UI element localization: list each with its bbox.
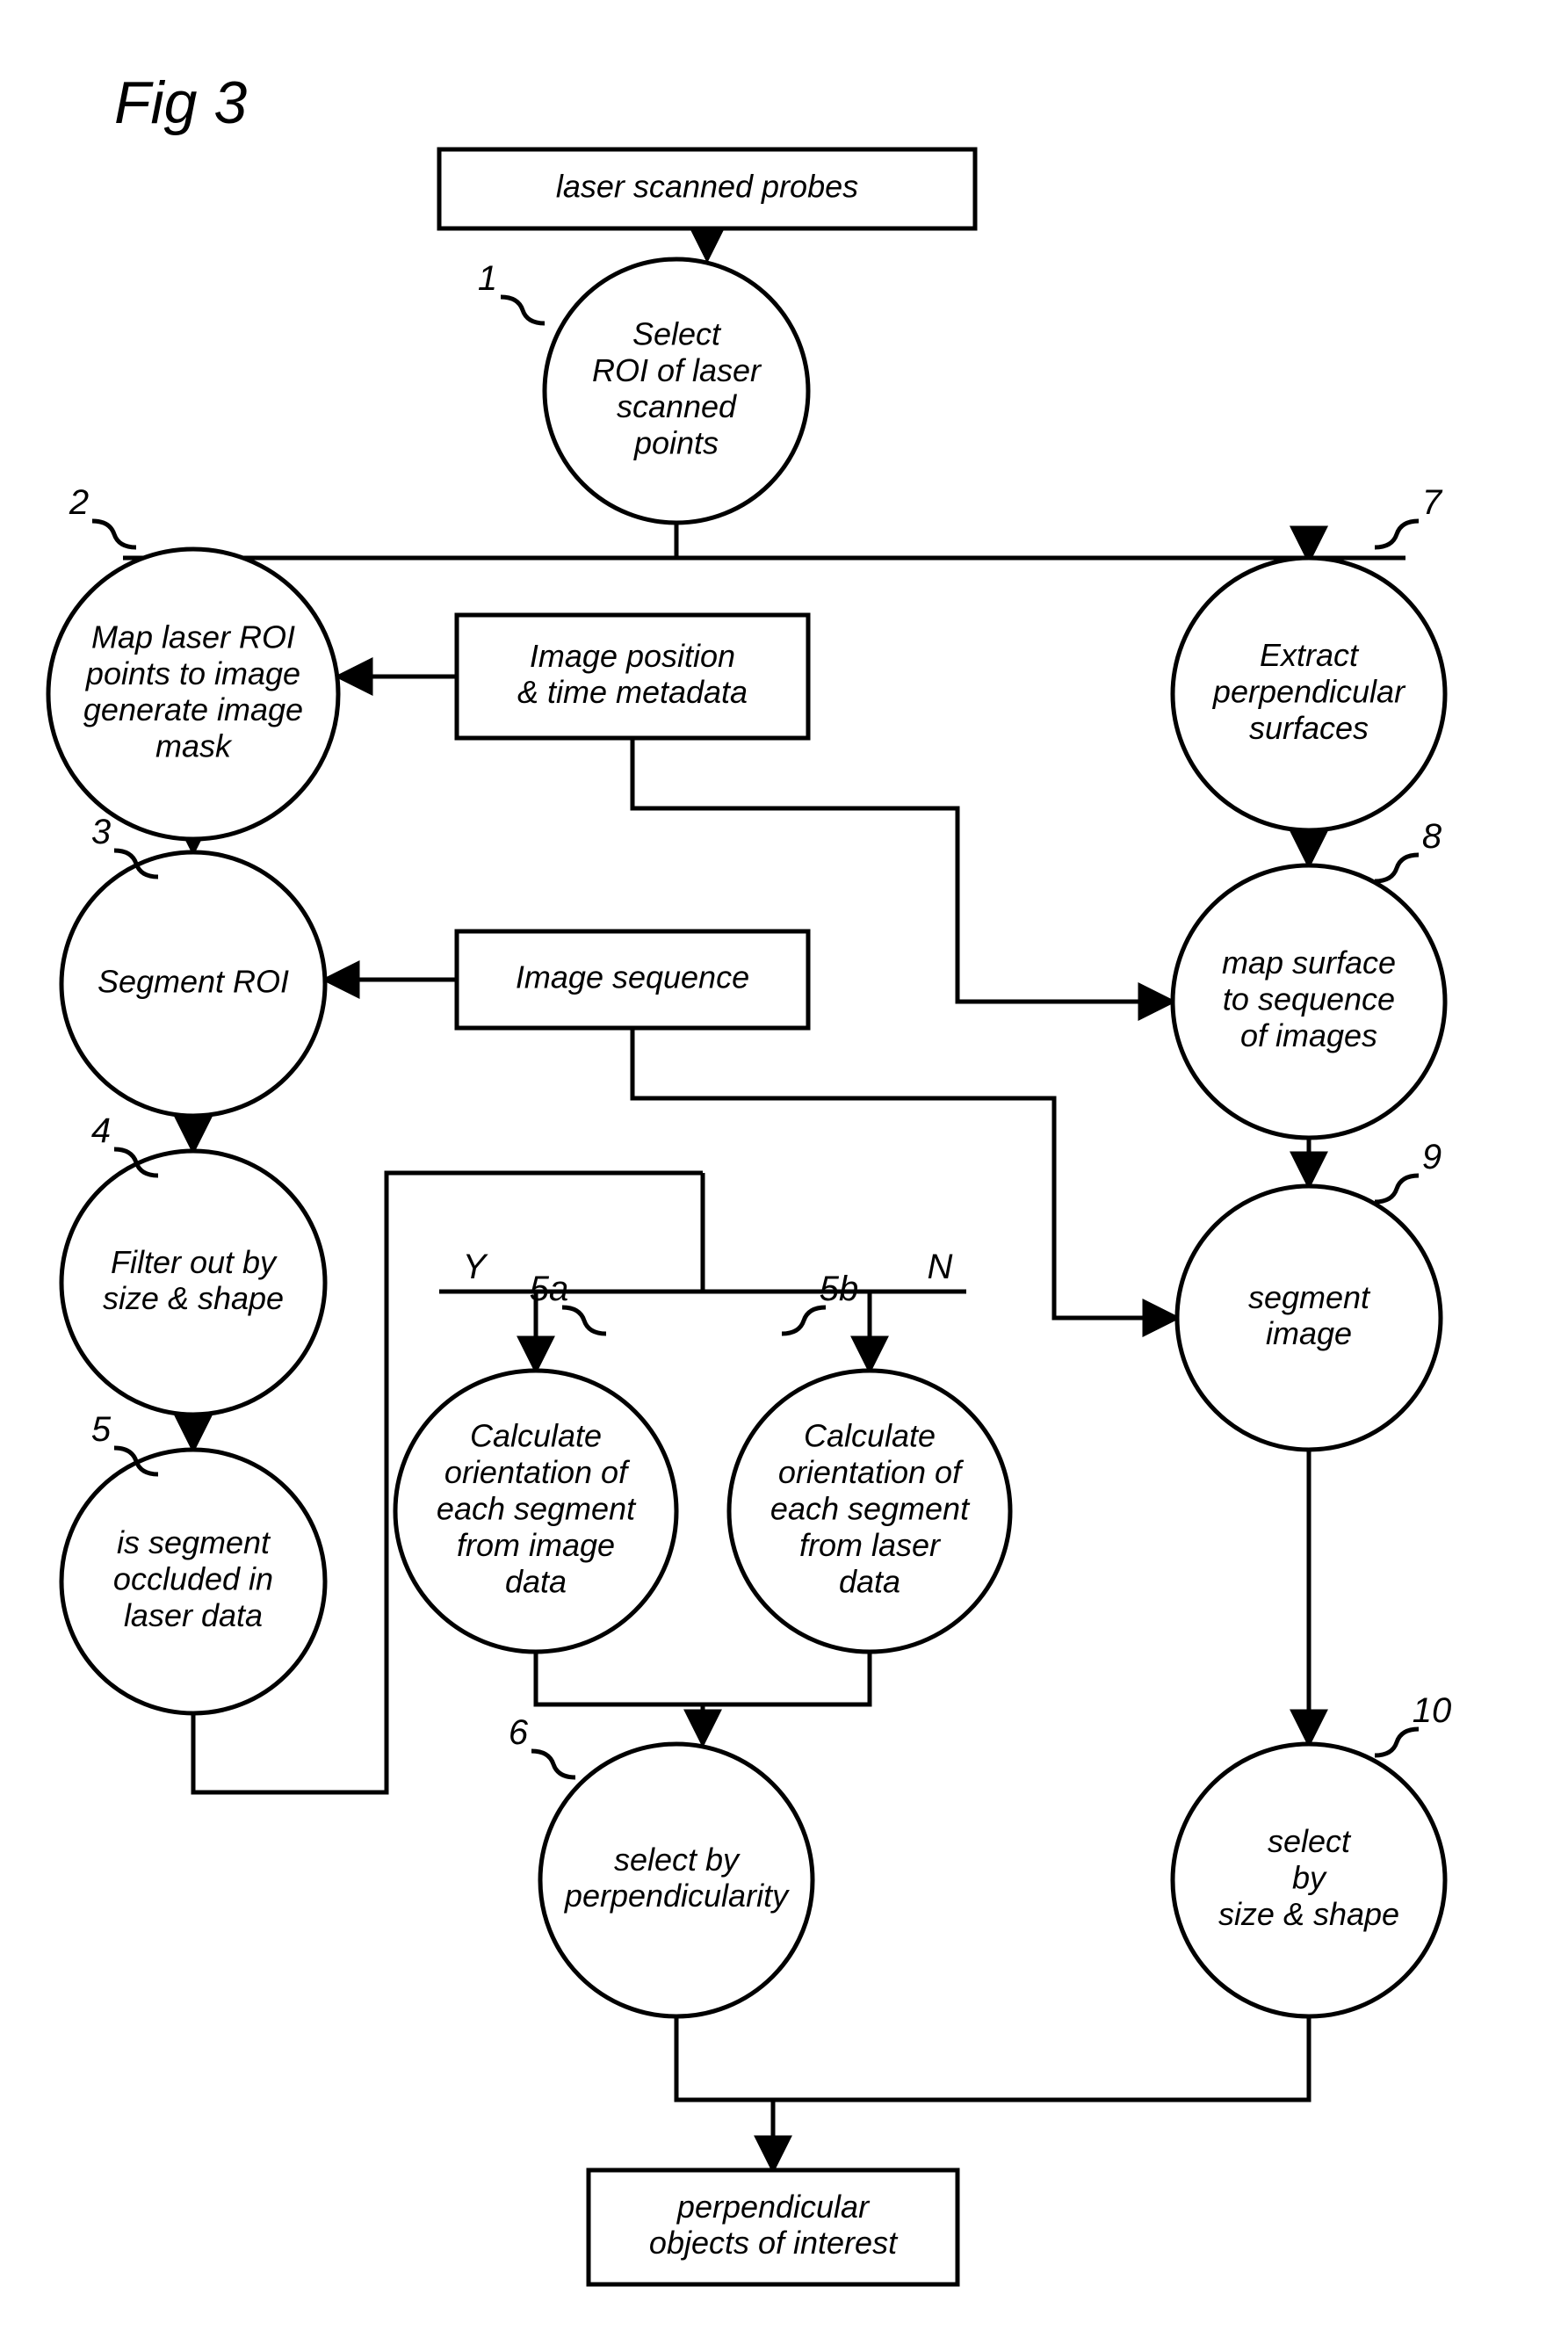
step-label-l9: 9 (1422, 1138, 1442, 1176)
svg-text:perpendicularity: perpendicularity (564, 1878, 790, 1914)
step-label-l2: 2 (69, 483, 89, 522)
svg-text:by: by (1292, 1860, 1327, 1896)
svg-text:each segment: each segment (770, 1491, 971, 1527)
svg-text:orientation of: orientation of (778, 1454, 965, 1490)
svg-text:Segment ROI: Segment ROI (98, 964, 289, 1000)
svg-text:Calculate: Calculate (470, 1418, 602, 1454)
svg-text:Select: Select (632, 315, 722, 351)
svg-text:segment: segment (1248, 1279, 1371, 1315)
step-label-l5a: 5a (530, 1270, 569, 1308)
step-label-l5: 5 (91, 1410, 112, 1449)
svg-text:Image position: Image position (530, 638, 735, 674)
svg-text:each segment: each segment (437, 1491, 637, 1527)
svg-text:of images: of images (1240, 1017, 1377, 1053)
rect-seq-text: Image sequence (516, 959, 749, 995)
rect-bottom-text: perpendicularobjects of interest (649, 2189, 899, 2261)
svg-text:from laser: from laser (799, 1527, 942, 1563)
svg-text:data: data (839, 1563, 900, 1599)
svg-text:laser data: laser data (124, 1597, 263, 1633)
svg-text:laser scanned probes: laser scanned probes (556, 169, 858, 205)
step-label-l6: 6 (509, 1713, 529, 1752)
rect-top-text: laser scanned probes (556, 169, 858, 205)
svg-text:Image sequence: Image sequence (516, 959, 749, 995)
svg-text:orientation of: orientation of (444, 1454, 631, 1490)
svg-text:select by: select by (614, 1842, 741, 1878)
step-label-l3: 3 (91, 813, 111, 851)
step-label-l8: 8 (1422, 817, 1442, 856)
rect-meta-text: Image position& time metadata (517, 638, 748, 710)
svg-text:perpendicular: perpendicular (676, 2189, 871, 2225)
svg-text:perpendicular: perpendicular (1212, 674, 1406, 710)
svg-text:size & shape: size & shape (1218, 1896, 1399, 1932)
svg-text:data: data (505, 1563, 567, 1599)
svg-text:ROI of laser: ROI of laser (592, 352, 762, 388)
node-n3-text: Segment ROI (98, 964, 289, 1000)
svg-text:& time metadata: & time metadata (517, 674, 748, 710)
branch-label-Y: Y (463, 1248, 489, 1286)
svg-text:from image: from image (457, 1527, 615, 1563)
svg-text:objects of interest: objects of interest (649, 2225, 899, 2261)
svg-text:image: image (1266, 1315, 1352, 1351)
step-label-l4: 4 (91, 1111, 111, 1150)
svg-text:scanned: scanned (617, 388, 737, 424)
svg-text:Map laser ROI: Map laser ROI (91, 619, 295, 655)
svg-text:points to image: points to image (85, 655, 300, 691)
svg-text:size & shape: size & shape (103, 1280, 284, 1316)
node-n5-text: is segmentoccluded inlaser data (113, 1524, 273, 1633)
svg-text:select: select (1268, 1823, 1352, 1859)
step-label-l7: 7 (1422, 483, 1443, 522)
svg-text:Filter out by: Filter out by (111, 1244, 278, 1280)
step-label-l1: 1 (478, 259, 497, 298)
svg-text:mask: mask (155, 728, 233, 764)
svg-text:map surface: map surface (1222, 944, 1396, 981)
svg-text:Calculate: Calculate (804, 1418, 936, 1454)
branch-label-N: N (928, 1248, 953, 1286)
svg-text:points: points (633, 425, 719, 461)
svg-text:to sequence: to sequence (1223, 981, 1395, 1017)
node-n8-text: map surfaceto sequenceof images (1222, 944, 1396, 1053)
svg-text:surfaces: surfaces (1249, 710, 1369, 746)
svg-text:occluded in: occluded in (113, 1561, 273, 1597)
figure-title: Fig 3 (114, 69, 247, 136)
svg-text:Extract: Extract (1260, 637, 1360, 673)
step-label-l5b: 5b (820, 1270, 859, 1308)
svg-text:generate image: generate image (83, 691, 303, 727)
step-label-l10: 10 (1413, 1691, 1452, 1730)
svg-text:is segment: is segment (117, 1524, 271, 1560)
node-n4-text: Filter out bysize & shape (103, 1244, 284, 1316)
